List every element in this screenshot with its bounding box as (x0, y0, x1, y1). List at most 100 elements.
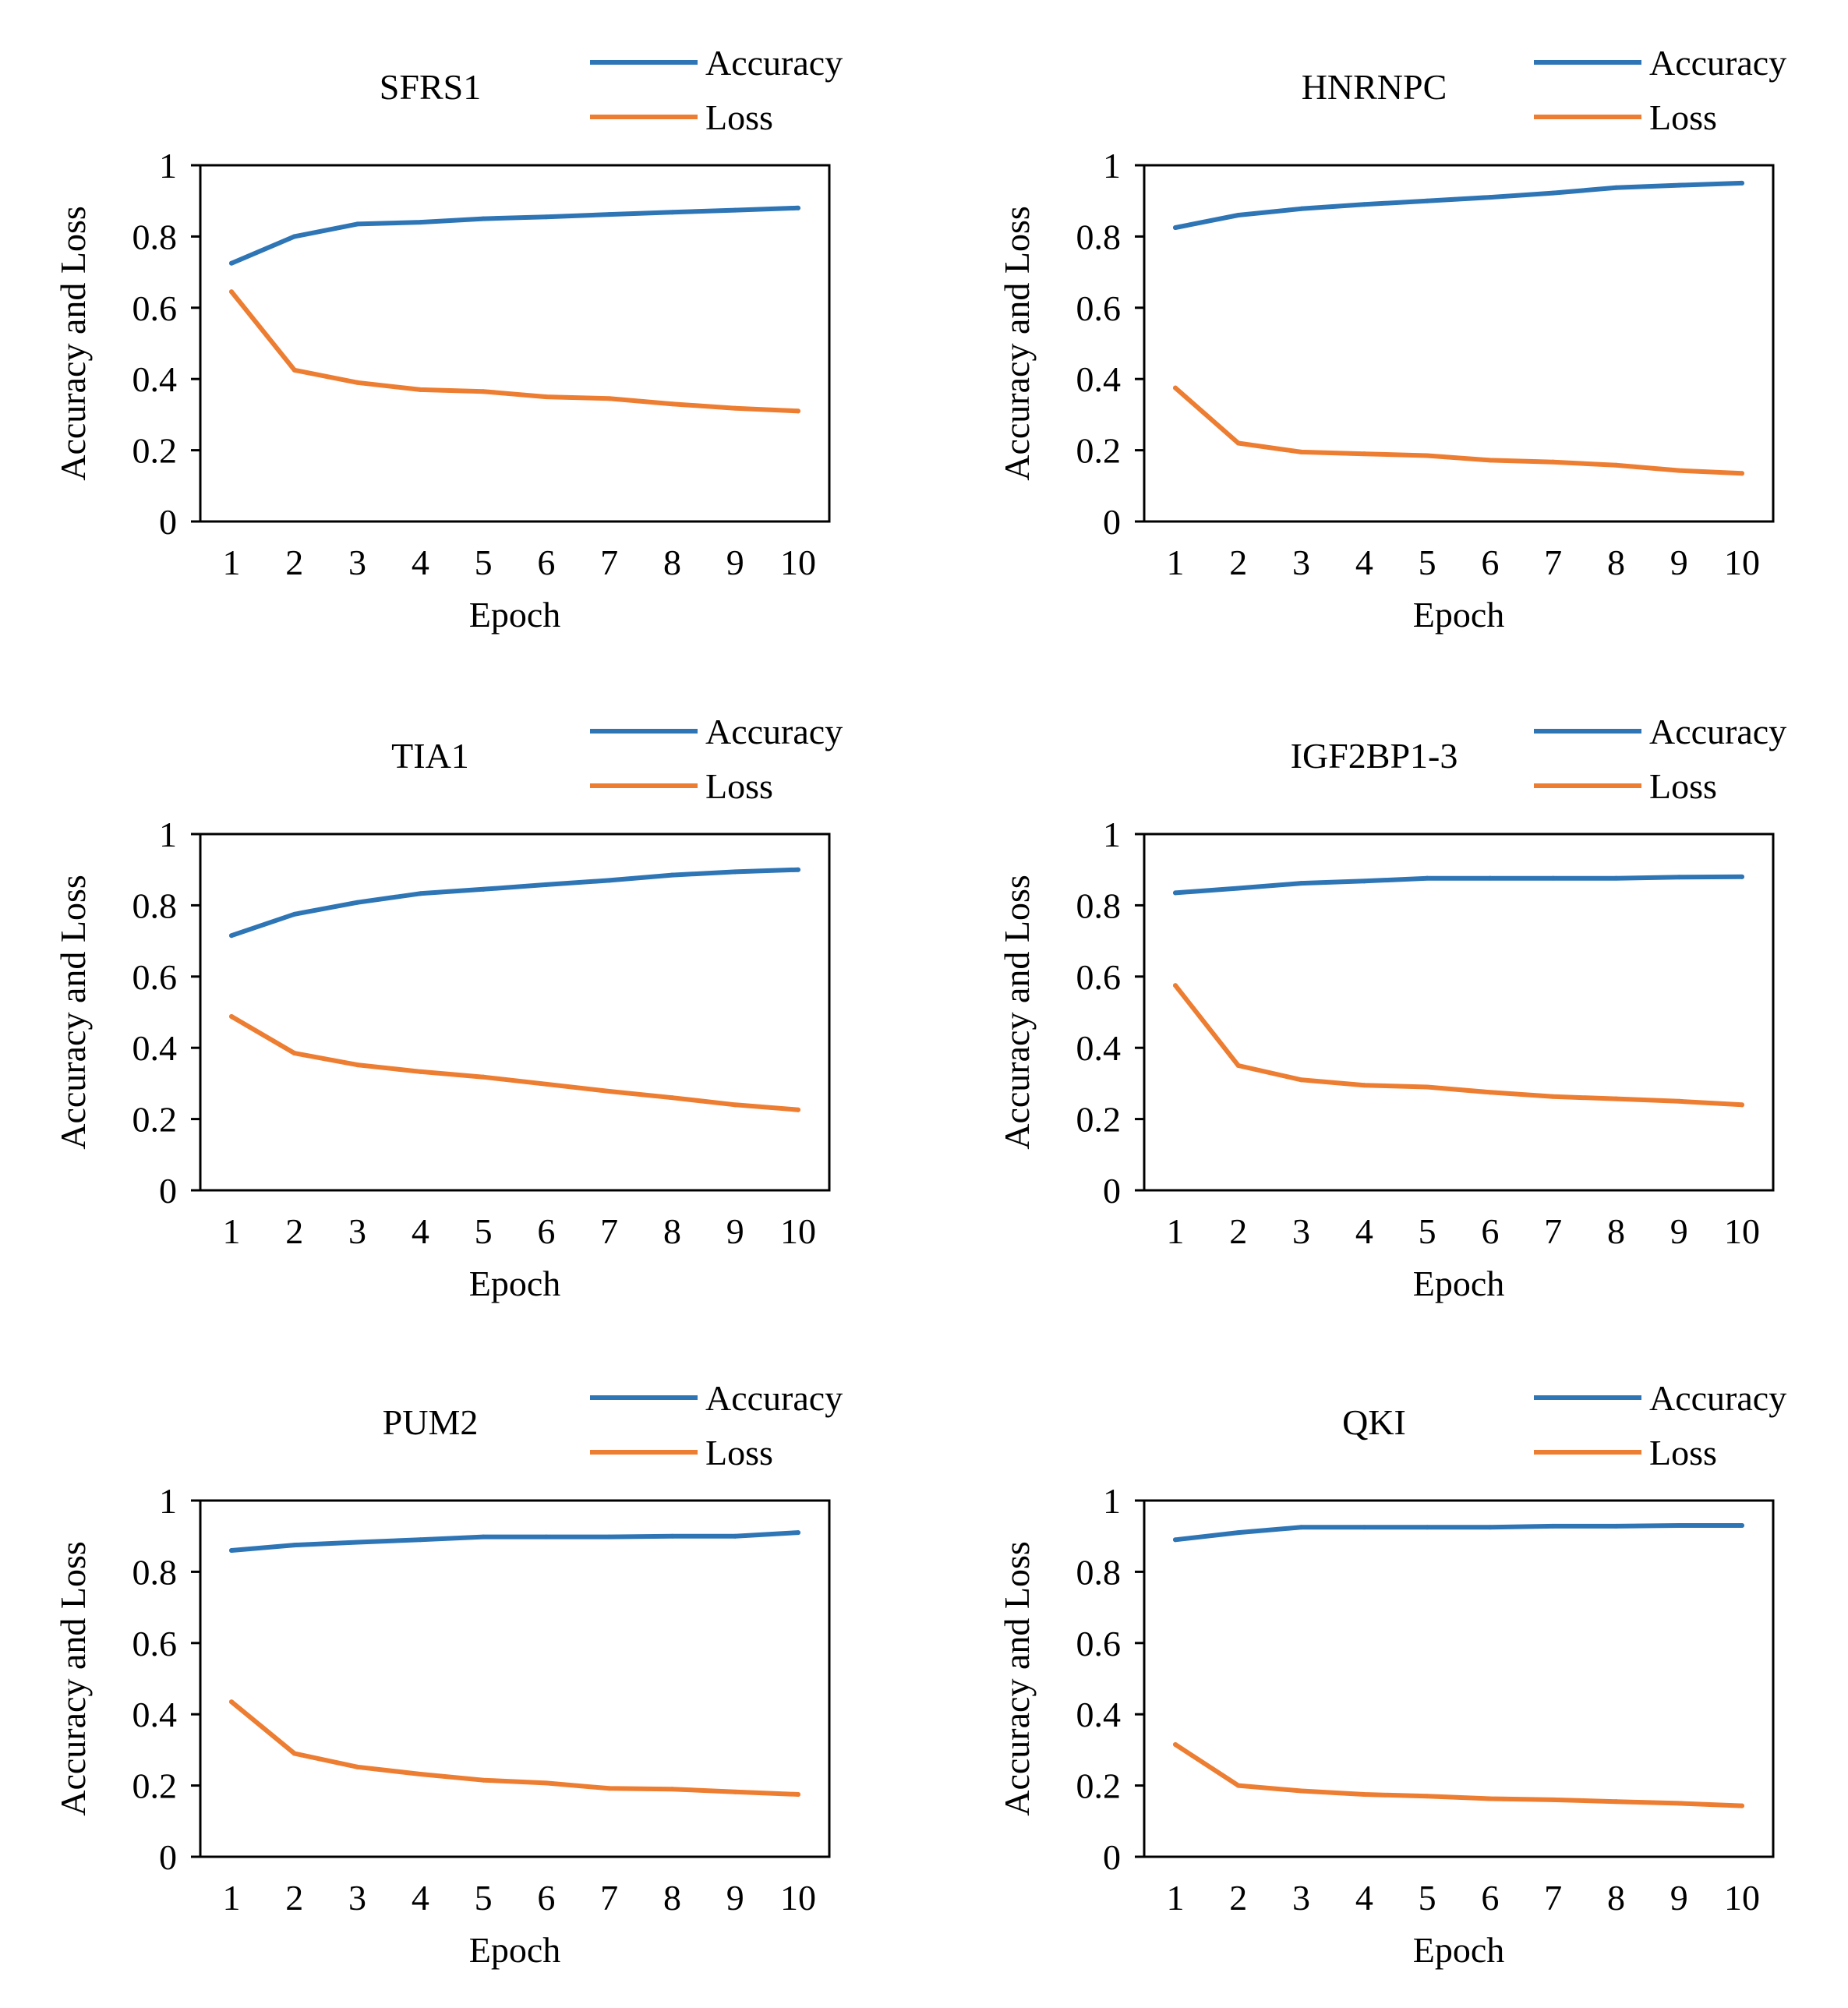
x-tick-label: 10 (1724, 543, 1760, 582)
x-axis-label: Epoch (469, 595, 561, 635)
x-tick-label: 5 (1419, 1211, 1436, 1251)
x-tick-label: 2 (1229, 1878, 1247, 1918)
x-axis-label: Epoch (469, 1264, 561, 1303)
y-tick-label: 0.6 (133, 1624, 178, 1663)
legend-label-accuracy: Accuracy (1649, 1378, 1786, 1418)
data-point-accuracy (1550, 190, 1556, 196)
y-tick-label: 1 (159, 815, 177, 854)
chart-title: IGF2BP1-3 (1291, 736, 1458, 776)
y-tick-label: 0 (159, 502, 177, 542)
data-point-accuracy (1677, 1522, 1682, 1528)
data-point-loss (670, 401, 675, 407)
y-tick-label: 0 (1103, 1837, 1121, 1877)
chart-panel-igf2bp1-3: 0 0.2 0.4 0.6 0.8 1 1 2 3 4 5 6 7 8 9 10 Epoch Accuracy a… (997, 712, 1786, 1303)
data-point-loss (1613, 462, 1619, 468)
y-axis-label: Accuracy and Loss (997, 875, 1037, 1150)
x-tick-label: 6 (537, 543, 555, 582)
data-point-loss (1299, 1788, 1304, 1794)
x-tick-label: 10 (780, 1878, 816, 1918)
x-tick-label: 3 (1292, 1211, 1310, 1251)
y-tick-label: 0.2 (1076, 1100, 1122, 1140)
data-point-accuracy (481, 1534, 486, 1540)
data-point-loss (292, 1051, 297, 1056)
data-point-accuracy (1299, 1525, 1304, 1530)
data-point-accuracy (418, 220, 423, 225)
series-line-loss (1173, 385, 1744, 476)
data-point-accuracy (733, 207, 738, 213)
data-point-accuracy (1425, 1525, 1430, 1530)
data-point-loss (1173, 983, 1178, 988)
x-axis-label: Epoch (469, 1930, 561, 1970)
x-tick-label: 4 (1355, 1878, 1373, 1918)
chart-panel-pum2: 0 0.2 0.4 0.6 0.8 1 1 2 3 4 5 6 7 8 9 10 Epoch Accuracy a… (53, 1378, 843, 1970)
data-point-accuracy (1299, 206, 1304, 211)
x-tick-label: 8 (663, 1878, 681, 1918)
data-point-loss (796, 1107, 800, 1112)
x-tick-label: 6 (1481, 543, 1499, 582)
y-tick-label: 0.8 (1076, 217, 1122, 256)
x-tick-label: 3 (1292, 1878, 1310, 1918)
x-axis-label: Epoch (1413, 1930, 1505, 1970)
data-point-accuracy (292, 1543, 297, 1548)
data-point-accuracy (481, 886, 486, 892)
series-line-accuracy (229, 867, 800, 939)
data-point-loss (418, 387, 423, 392)
data-point-accuracy (1550, 1523, 1556, 1529)
x-axis-label: Epoch (1413, 595, 1505, 635)
y-tick-label: 0.2 (133, 431, 178, 471)
y-tick-label: 0.6 (1076, 1624, 1122, 1663)
y-tick-label: 0.4 (133, 1695, 178, 1734)
x-tick-label: 9 (1670, 543, 1688, 582)
data-point-accuracy (733, 1533, 738, 1539)
series-line-accuracy (1173, 874, 1744, 896)
data-point-loss (418, 1069, 423, 1074)
data-point-accuracy (670, 210, 675, 215)
x-tick-label: 7 (1544, 1878, 1562, 1918)
data-point-accuracy (1299, 881, 1304, 886)
data-point-loss (1550, 1797, 1556, 1802)
y-axis-label: Accuracy and Loss (53, 206, 93, 481)
y-tick-label: 0.8 (133, 886, 178, 925)
data-point-loss (733, 1789, 738, 1794)
data-point-loss (543, 394, 549, 400)
y-tick-label: 0.4 (133, 359, 178, 399)
data-point-loss (418, 1771, 423, 1776)
data-point-loss (543, 1780, 549, 1786)
y-tick-label: 0.4 (1076, 1028, 1122, 1068)
data-point-loss (1425, 1794, 1430, 1799)
plot-area-frame (199, 1499, 831, 1858)
data-point-loss (1677, 468, 1682, 473)
data-point-accuracy (543, 214, 549, 220)
chart-panel-hnrnpc: 0 0.2 0.4 0.6 0.8 1 1 2 3 4 5 6 7 8 9 10 Epoch Accuracy a… (997, 43, 1786, 635)
data-point-loss (1235, 440, 1241, 446)
legend-label-loss: Loss (1649, 97, 1717, 137)
legend-label-accuracy: Accuracy (1649, 712, 1786, 751)
data-point-loss (796, 408, 800, 414)
data-point-loss (1173, 1742, 1178, 1748)
data-point-loss (1362, 451, 1367, 457)
data-point-loss (292, 367, 297, 373)
data-point-loss (481, 1777, 486, 1783)
data-point-accuracy (1362, 878, 1367, 884)
series-line-loss (229, 289, 800, 414)
series-line-accuracy (1173, 180, 1744, 230)
x-tick-label: 9 (726, 1211, 744, 1251)
data-point-accuracy (1235, 886, 1241, 891)
x-tick-label: 6 (537, 1878, 555, 1918)
data-point-accuracy (1235, 1530, 1241, 1536)
y-tick-label: 0.6 (133, 957, 178, 997)
data-point-accuracy (292, 234, 297, 239)
data-point-loss (670, 1787, 675, 1792)
legend-label-accuracy: Accuracy (1649, 43, 1786, 83)
data-point-loss (355, 380, 360, 385)
data-point-loss (1740, 1803, 1744, 1808)
x-tick-label: 1 (1167, 1878, 1185, 1918)
y-tick-label: 1 (159, 1481, 177, 1521)
series-line-loss (1173, 983, 1744, 1108)
x-tick-label: 8 (1607, 1211, 1625, 1251)
plot-area-frame (1143, 1499, 1775, 1858)
data-point-accuracy (1487, 1525, 1493, 1530)
data-point-accuracy (1173, 224, 1178, 230)
data-point-loss (229, 289, 234, 295)
x-tick-label: 2 (1229, 1211, 1247, 1251)
